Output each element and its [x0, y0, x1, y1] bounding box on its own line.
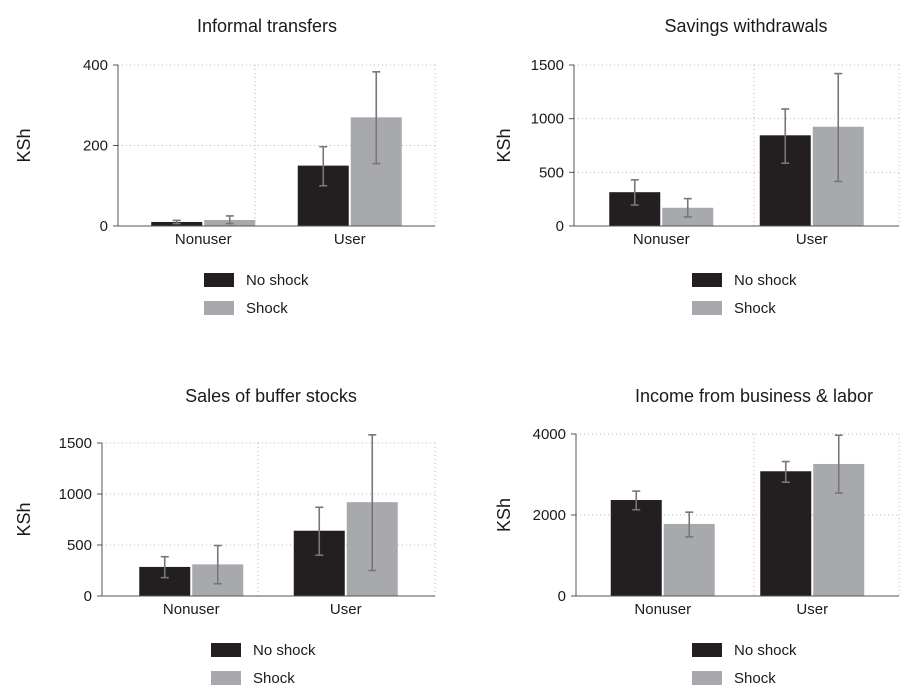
legend-label: No shock — [734, 272, 797, 289]
x-tick-label: User — [796, 601, 828, 618]
y-tick-label: 2000 — [533, 507, 566, 524]
y-tick-label: 0 — [84, 588, 92, 605]
x-tick-label: Nonuser — [633, 231, 690, 248]
x-tick-label: Nonuser — [175, 231, 232, 248]
x-tick-label: Nonuser — [634, 601, 691, 618]
y-tick-label: 1500 — [531, 57, 564, 74]
legend-swatch-shock — [204, 301, 234, 315]
panel-sales-of-buffer-stocks: Nonuser User 0 500 1000 1500 Sales of buffer s… — [14, 386, 436, 687]
y-tick-label: 1000 — [531, 111, 564, 128]
chart-title: Sales of buffer stocks — [185, 386, 357, 406]
legend-label: No shock — [734, 642, 797, 659]
legend-label: Shock — [246, 300, 288, 317]
panel-informal-transfers: Nonuser User 0 200 400 Informal transfers KSh N… — [14, 16, 436, 317]
chart-title: Savings withdrawals — [664, 16, 827, 36]
legend-label: Shock — [734, 670, 776, 687]
y-tick-label: 400 — [83, 57, 108, 74]
y-tick-label: 1000 — [59, 486, 92, 503]
y-axis-label: KSh — [494, 128, 514, 162]
legend-swatch-shock — [211, 671, 241, 685]
legend-swatch-shock — [692, 301, 722, 315]
x-tick-label: User — [796, 231, 828, 248]
panel-income-from-business-labor: Nonuser User 0 2000 4000 Income from business… — [494, 386, 900, 687]
y-axis-label: KSh — [494, 498, 514, 532]
y-tick-label: 500 — [539, 164, 564, 181]
y-tick-label: 200 — [83, 138, 108, 155]
y-axis-label: KSh — [14, 502, 34, 536]
legend-swatch-no-shock — [692, 273, 722, 287]
y-tick-label: 0 — [556, 218, 564, 235]
y-tick-label: 0 — [100, 218, 108, 235]
y-axis-label: KSh — [14, 128, 34, 162]
y-tick-label: 1500 — [59, 435, 92, 452]
chart-title: Income from business & labor — [635, 386, 873, 406]
chart-title: Informal transfers — [197, 16, 337, 36]
panel-savings-withdrawals: Nonuser User 0 500 1000 1500 Savings withdrawa… — [494, 16, 900, 317]
legend-swatch-no-shock — [692, 643, 722, 657]
x-tick-label: User — [330, 601, 362, 618]
y-tick-label: 500 — [67, 537, 92, 554]
bar-no-shock-user — [760, 471, 812, 596]
legend-swatch-no-shock — [211, 643, 241, 657]
legend-swatch-no-shock — [204, 273, 234, 287]
legend-label: No shock — [253, 642, 316, 659]
legend-label: No shock — [246, 272, 309, 289]
legend-label: Shock — [253, 670, 295, 687]
bar-no-shock-nonuser — [610, 500, 662, 596]
y-tick-label: 4000 — [533, 426, 566, 443]
x-tick-label: User — [334, 231, 366, 248]
legend-label: Shock — [734, 300, 776, 317]
x-tick-label: Nonuser — [163, 601, 220, 618]
y-tick-label: 0 — [558, 588, 566, 605]
legend-swatch-shock — [692, 671, 722, 685]
